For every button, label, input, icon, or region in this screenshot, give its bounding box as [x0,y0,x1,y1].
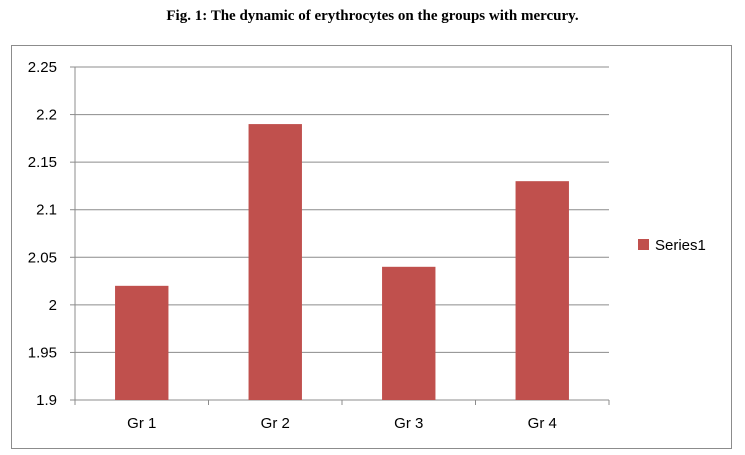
figure-title: Fig. 1: The dynamic of erythrocytes on t… [166,8,579,24]
legend: Series1 [638,237,706,254]
bar-gr-4 [515,181,569,400]
x-tick-label: Gr 1 [127,415,156,432]
legend-swatch [638,239,649,250]
y-tick-label: 1.9 [36,392,57,409]
bar-gr-2 [248,124,302,400]
bar-gr-1 [115,285,169,400]
y-tick-label: 2.15 [28,154,57,171]
legend-label-series1: Series1 [655,237,706,254]
y-tick-label: 2.05 [28,249,57,266]
x-tick-label: Gr 3 [394,415,423,432]
y-tick-label: 2.1 [36,202,57,219]
y-axis-ticks: 1.9 1.95 2 2.05 2.1 2.15 2.2 2.25 [28,59,76,409]
x-tick-label: Gr 2 [261,415,290,432]
y-tick-label: 2.25 [28,59,57,76]
bar-gr-3 [382,266,436,400]
x-axis-ticks: Gr 1 Gr 2 Gr 3 Gr 4 [74,400,610,432]
y-tick-label: 2.2 [36,107,57,124]
y-tick-label: 2 [49,297,57,314]
x-tick-label: Gr 4 [528,415,557,432]
y-tick-label: 1.95 [28,344,57,361]
bars [115,124,569,400]
